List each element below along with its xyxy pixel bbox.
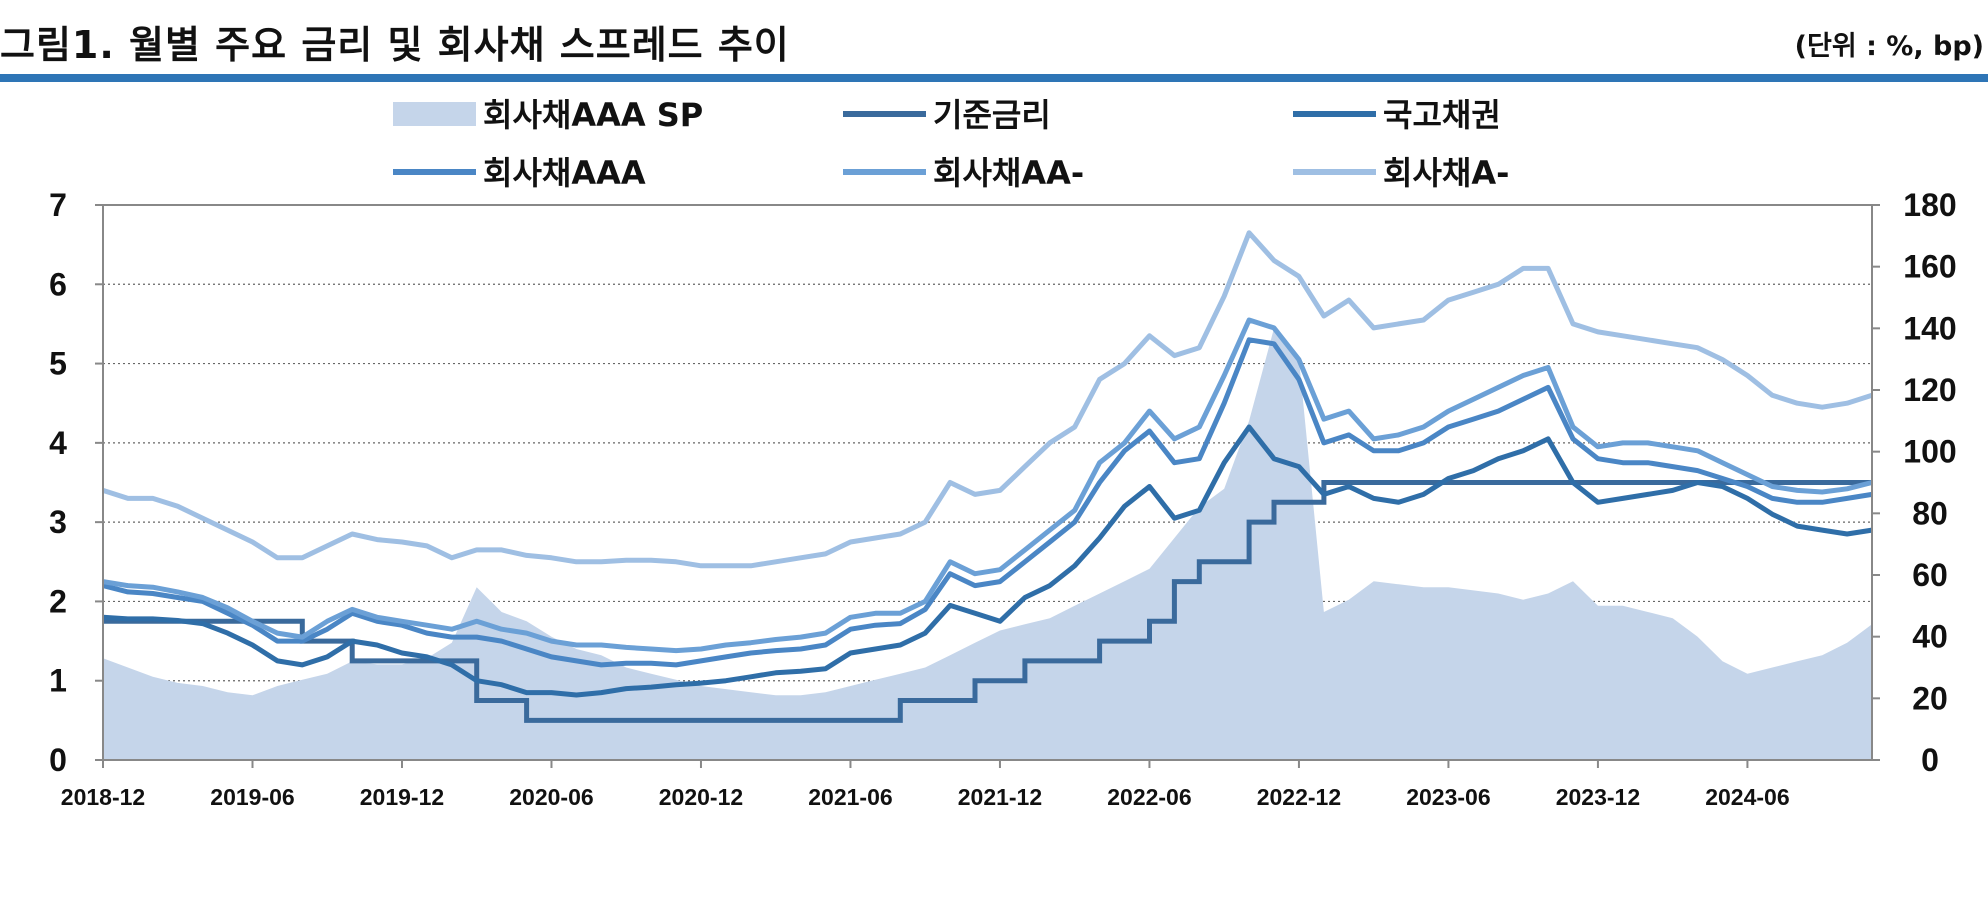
x-tick-label: 2019-12: [360, 784, 444, 810]
right-tick-label: 120: [1903, 372, 1956, 408]
area-layer: [103, 328, 1872, 760]
left-tick-label: 2: [49, 583, 67, 619]
right-tick-label: 160: [1903, 249, 1956, 285]
left-tick-label: 0: [49, 742, 67, 778]
right-tick-label: 80: [1912, 495, 1948, 531]
x-tick-label: 2022-12: [1257, 784, 1341, 810]
x-tick-label: 2021-12: [958, 784, 1042, 810]
x-tick-label: 2019-06: [210, 784, 294, 810]
legend-swatch: [393, 102, 476, 126]
right-tick-label: 20: [1912, 680, 1948, 716]
legend-item-국고채권: 국고채권: [1293, 96, 1501, 134]
x-tick-label: 2023-06: [1406, 784, 1490, 810]
x-tick-label: 2023-12: [1556, 784, 1640, 810]
series-회사채aa-: [102, 317, 1873, 654]
left-tick-label: 4: [49, 425, 67, 461]
title-rule: [0, 74, 1988, 82]
unit-label: (단위 : %, bp): [1794, 31, 1984, 62]
right-tick-label: 180: [1903, 187, 1956, 223]
left-tick-label: 6: [49, 266, 67, 302]
legend-item-회사채aaa-sp: 회사채AAA SP: [393, 96, 703, 134]
right-axis: 0 20 40 60 80 100 120 140 160 180: [1872, 187, 1957, 778]
right-tick-label: 140: [1903, 310, 1956, 346]
left-tick-label: 1: [49, 663, 67, 699]
legend-label: 기준금리: [933, 96, 1051, 134]
left-tick-label: 3: [49, 504, 67, 540]
line-layer: [102, 230, 1873, 723]
legend-label: 회사채AAA: [483, 154, 646, 192]
legend-item-회사채aaa: 회사채AAA: [393, 154, 646, 192]
right-tick-label: 60: [1912, 557, 1948, 593]
plot-frame: [102, 204, 1873, 761]
x-tick-label: 2020-12: [659, 784, 743, 810]
legend-label: 회사채A-: [1383, 154, 1509, 192]
series-회사채a-: [102, 230, 1873, 569]
series-회사채aaa: [102, 337, 1873, 668]
right-tick-label: 0: [1921, 742, 1939, 778]
series-국고채권: [102, 424, 1873, 698]
left-tick-label: 7: [49, 187, 67, 223]
x-tick-label: 2018-12: [61, 784, 145, 810]
series-회사채aaa-sp: [103, 328, 1872, 760]
legend-label: 국고채권: [1383, 96, 1501, 134]
legend-item-회사채a-: 회사채A-: [1293, 154, 1509, 192]
x-tick-label: 2024-06: [1705, 784, 1789, 810]
x-axis: 2018-12 2019-06 2019-12 2020-06 2020-12 2021-…: [61, 760, 1790, 810]
x-tick-label: 2022-06: [1107, 784, 1191, 810]
right-tick-label: 40: [1912, 619, 1948, 655]
legend-item-기준금리: 기준금리: [843, 96, 1051, 134]
legend-label: 회사채AA-: [933, 154, 1084, 192]
x-tick-label: 2021-06: [808, 784, 892, 810]
right-tick-label: 100: [1903, 434, 1956, 470]
chart-title: 그림1. 월별 주요 금리 및 회사채 스프레드 추이: [0, 23, 790, 67]
left-axis: 0 1 2 3 4 5 6 7: [49, 187, 103, 778]
left-tick-label: 5: [49, 346, 67, 382]
x-tick-label: 2020-06: [509, 784, 593, 810]
legend-item-회사채aa-: 회사채AA-: [843, 154, 1084, 192]
series-기준금리: [103, 480, 1872, 723]
legend-label: 회사채AAA SP: [483, 96, 703, 134]
